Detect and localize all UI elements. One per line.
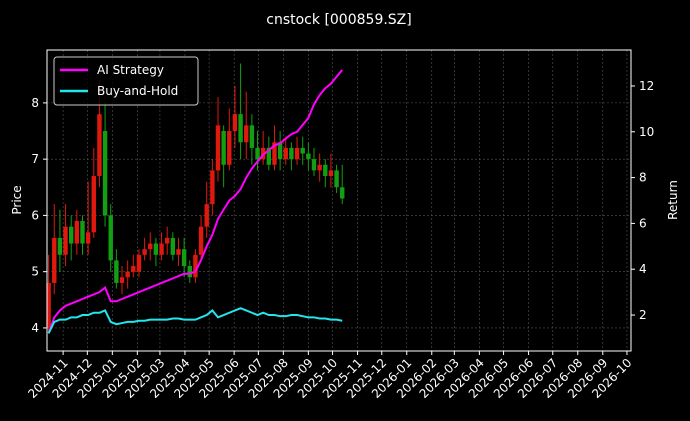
legend-box xyxy=(53,56,199,106)
return-line xyxy=(47,307,343,334)
candle-body xyxy=(283,147,288,160)
candle-body xyxy=(289,147,294,160)
candle-body xyxy=(119,277,125,283)
candle-body xyxy=(91,176,96,233)
y-tick-label: 4 xyxy=(31,321,39,335)
candle-body xyxy=(63,226,68,255)
legend: AI Strategy Buy-and-Hold xyxy=(53,56,199,106)
candle-body xyxy=(187,266,192,278)
candle-body xyxy=(74,221,80,244)
candle-body xyxy=(249,125,255,148)
y-tick-label: 8 xyxy=(31,96,39,110)
candle-body xyxy=(142,249,147,255)
y2-tick-label: 8 xyxy=(639,171,647,185)
y2-axis-label: Return xyxy=(666,180,680,220)
candle-body xyxy=(255,147,260,160)
candle-body xyxy=(323,164,328,177)
plot-frame xyxy=(46,49,632,352)
candle-body xyxy=(46,282,51,328)
return-line xyxy=(47,69,343,334)
candle-body xyxy=(97,114,102,177)
candle-body xyxy=(164,237,170,244)
candle-body xyxy=(221,131,226,165)
y2-tick-label: 12 xyxy=(639,79,654,93)
y-tick-label: 6 xyxy=(31,208,39,222)
candle-body xyxy=(311,159,317,171)
legend-label: AI Strategy xyxy=(97,63,164,77)
candle-body xyxy=(102,131,108,216)
y2-tick-label: 4 xyxy=(639,262,647,276)
chart-title: cnstock [000859.SZ] xyxy=(266,12,411,28)
y2-tick-label: 2 xyxy=(639,308,647,322)
candle-body xyxy=(294,147,300,160)
candle-body xyxy=(215,125,221,171)
candle-body xyxy=(85,232,91,244)
candle-body xyxy=(238,114,243,143)
candle-body xyxy=(317,164,322,171)
candle-body xyxy=(277,142,283,160)
candle-body xyxy=(266,147,272,165)
candle-body xyxy=(153,243,159,255)
y2-tick-label: 10 xyxy=(639,125,654,139)
candle-body xyxy=(170,237,176,255)
candle-body xyxy=(176,249,181,255)
candle-body xyxy=(340,187,345,199)
candle-body xyxy=(328,170,334,177)
legend-label: Buy-and-Hold xyxy=(97,84,178,98)
candle-body xyxy=(80,221,85,244)
candle-body xyxy=(244,125,249,143)
y-tick-label: 7 xyxy=(31,152,39,166)
candle-body xyxy=(198,226,204,255)
candle-body xyxy=(68,226,74,244)
candle-body xyxy=(52,237,57,283)
candle-body xyxy=(306,153,311,160)
candle-body xyxy=(204,204,209,227)
candle-body xyxy=(125,271,130,278)
candle-body xyxy=(181,249,187,267)
candle-body xyxy=(272,142,277,165)
candle-body xyxy=(232,114,238,132)
candle-body xyxy=(159,243,164,255)
candle-body xyxy=(227,131,232,165)
candle-body xyxy=(334,170,339,188)
candle-body xyxy=(148,243,153,250)
candle-body xyxy=(193,254,198,278)
candle-body xyxy=(57,237,63,255)
candle-body xyxy=(114,260,119,283)
y2-tick-label: 6 xyxy=(639,216,647,230)
candle-body xyxy=(131,266,136,272)
candle-body xyxy=(210,170,215,205)
candle-body xyxy=(108,215,113,261)
y-axis-label: Price xyxy=(10,185,24,214)
candle-body xyxy=(136,254,142,272)
y-tick-label: 5 xyxy=(31,265,39,279)
candle-body xyxy=(300,147,305,154)
